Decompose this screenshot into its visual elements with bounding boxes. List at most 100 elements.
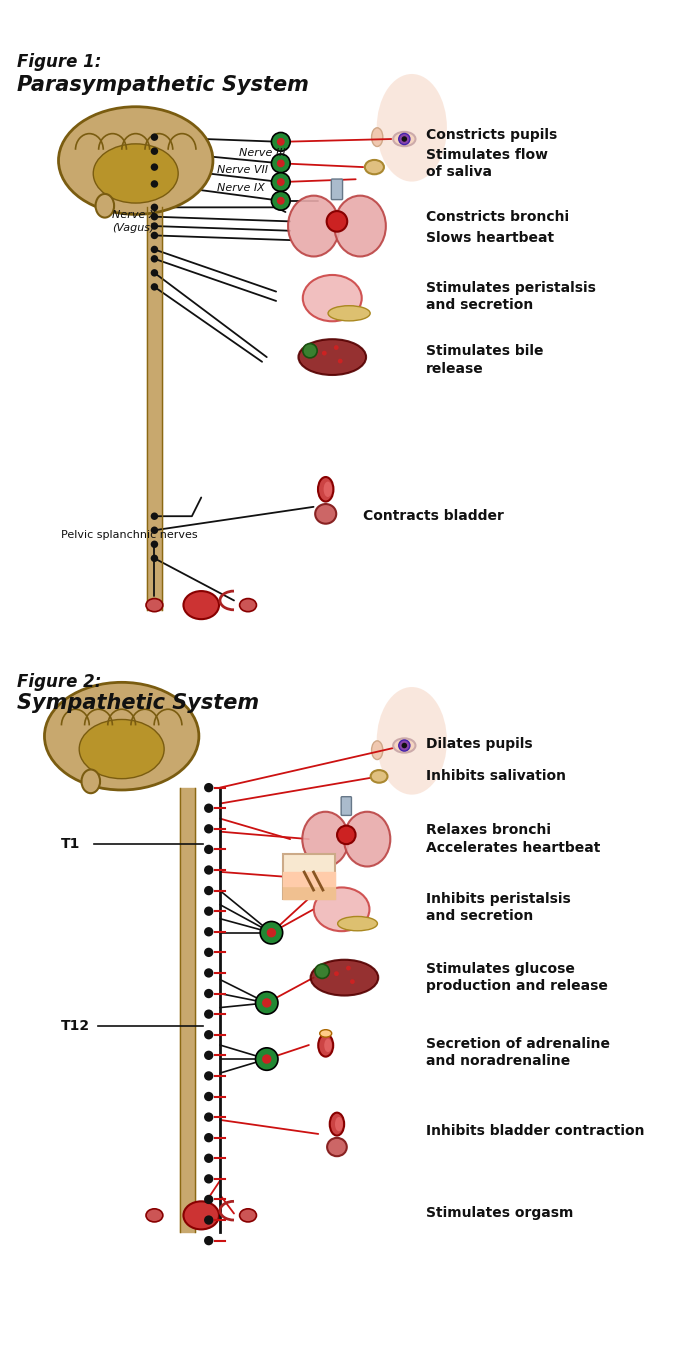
Ellipse shape <box>303 812 349 866</box>
Circle shape <box>204 1092 214 1102</box>
Circle shape <box>204 885 214 895</box>
Circle shape <box>338 359 343 363</box>
Ellipse shape <box>316 505 336 524</box>
Circle shape <box>204 928 214 937</box>
Circle shape <box>204 1133 214 1142</box>
Circle shape <box>303 344 317 358</box>
Ellipse shape <box>146 1209 163 1221</box>
Text: Nerve VII: Nerve VII <box>217 165 268 175</box>
Ellipse shape <box>371 128 383 147</box>
Ellipse shape <box>79 719 164 779</box>
Circle shape <box>151 526 158 534</box>
Ellipse shape <box>184 1201 219 1229</box>
Circle shape <box>256 1047 278 1070</box>
Text: Inhibits peristalsis
and secretion: Inhibits peristalsis and secretion <box>426 892 571 923</box>
Text: T1: T1 <box>61 836 80 851</box>
Ellipse shape <box>303 275 362 321</box>
Text: Secretion of adrenaline
and noradrenaline: Secretion of adrenaline and noradrenalin… <box>426 1036 610 1068</box>
Circle shape <box>267 928 276 937</box>
Text: Relaxes bronchi: Relaxes bronchi <box>426 823 551 836</box>
Circle shape <box>334 345 339 350</box>
Text: T12: T12 <box>61 1019 90 1034</box>
Ellipse shape <box>371 741 383 759</box>
Text: Stimulates orgasm: Stimulates orgasm <box>426 1206 573 1220</box>
Ellipse shape <box>82 770 100 793</box>
Circle shape <box>262 998 271 1008</box>
Circle shape <box>204 968 214 978</box>
Ellipse shape <box>96 194 114 218</box>
Circle shape <box>204 1153 214 1163</box>
Ellipse shape <box>328 306 370 321</box>
Text: Constricts pupils: Constricts pupils <box>426 128 557 143</box>
Circle shape <box>151 283 158 291</box>
Circle shape <box>204 907 214 915</box>
Circle shape <box>151 246 158 253</box>
Circle shape <box>334 971 339 976</box>
Circle shape <box>204 845 214 854</box>
Ellipse shape <box>338 917 377 930</box>
Circle shape <box>271 154 290 173</box>
Ellipse shape <box>377 687 447 794</box>
Text: Slows heartbeat: Slows heartbeat <box>426 231 554 245</box>
Ellipse shape <box>146 598 163 612</box>
Ellipse shape <box>58 106 213 215</box>
Circle shape <box>277 197 285 205</box>
Ellipse shape <box>44 683 199 790</box>
Circle shape <box>271 192 290 211</box>
Ellipse shape <box>324 481 332 496</box>
Text: Parasympathetic System: Parasympathetic System <box>17 75 309 95</box>
Text: Dilates pupils: Dilates pupils <box>426 737 532 751</box>
Circle shape <box>350 979 355 985</box>
Ellipse shape <box>371 770 388 783</box>
Circle shape <box>204 824 214 834</box>
Ellipse shape <box>299 339 366 375</box>
Ellipse shape <box>318 477 333 502</box>
FancyBboxPatch shape <box>341 797 352 816</box>
Circle shape <box>151 133 158 141</box>
Text: Figure 2:: Figure 2: <box>17 673 101 691</box>
Text: Constricts bronchi: Constricts bronchi <box>426 209 569 223</box>
Circle shape <box>151 256 158 262</box>
Ellipse shape <box>324 1039 332 1053</box>
Ellipse shape <box>335 1117 343 1132</box>
Circle shape <box>204 1030 214 1039</box>
Circle shape <box>204 989 214 998</box>
Text: Sympathetic System: Sympathetic System <box>17 694 259 714</box>
Circle shape <box>315 964 329 978</box>
Text: Stimulates glucose
production and release: Stimulates glucose production and releas… <box>426 962 608 993</box>
Ellipse shape <box>365 160 384 174</box>
Circle shape <box>271 173 290 192</box>
Ellipse shape <box>239 598 256 612</box>
Circle shape <box>151 180 158 188</box>
Circle shape <box>402 743 407 748</box>
Circle shape <box>256 991 278 1015</box>
Circle shape <box>277 178 285 186</box>
Ellipse shape <box>393 738 415 752</box>
Text: Accelerates heartbeat: Accelerates heartbeat <box>426 842 600 855</box>
Circle shape <box>151 231 158 239</box>
Ellipse shape <box>318 1034 333 1057</box>
Text: Nerve X
(Vagus): Nerve X (Vagus) <box>112 211 157 233</box>
Circle shape <box>151 204 158 211</box>
Circle shape <box>271 132 290 151</box>
Ellipse shape <box>184 592 219 619</box>
FancyBboxPatch shape <box>283 854 335 899</box>
Ellipse shape <box>93 144 178 203</box>
Ellipse shape <box>326 211 347 231</box>
Circle shape <box>204 948 214 957</box>
Text: Stimulates bile
release: Stimulates bile release <box>426 344 543 375</box>
Ellipse shape <box>311 960 378 996</box>
Circle shape <box>151 269 158 276</box>
Circle shape <box>151 214 158 220</box>
Circle shape <box>322 351 326 355</box>
Circle shape <box>204 1174 214 1183</box>
FancyBboxPatch shape <box>331 180 343 200</box>
Text: Nerve IX: Nerve IX <box>217 182 265 193</box>
Circle shape <box>346 966 351 971</box>
Text: Inhibits salivation: Inhibits salivation <box>426 770 566 783</box>
Ellipse shape <box>393 132 415 146</box>
Text: Contracts bladder: Contracts bladder <box>363 509 504 524</box>
Circle shape <box>204 1216 214 1225</box>
Ellipse shape <box>239 1209 256 1221</box>
Circle shape <box>277 137 285 146</box>
